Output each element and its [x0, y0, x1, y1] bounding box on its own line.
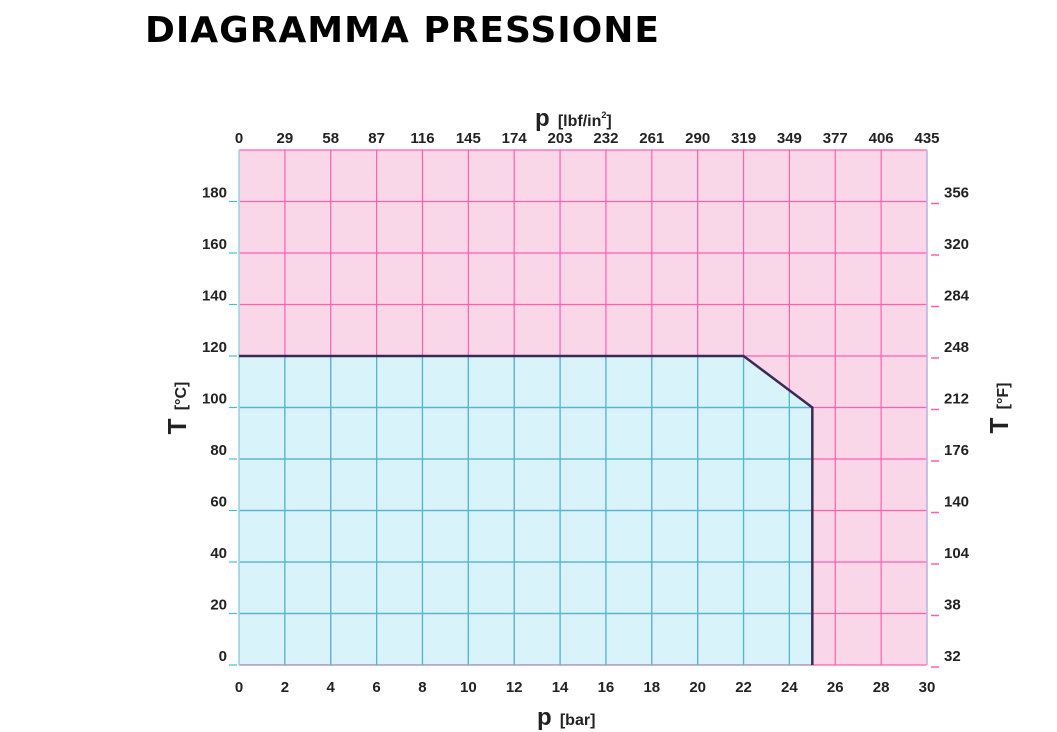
x-bottom-tick-label: 22	[735, 679, 752, 696]
y-left-tick-label: 120	[202, 339, 227, 356]
x-top-tick-label: 232	[593, 130, 618, 147]
y-right-tick-label: 104	[944, 545, 970, 562]
x-bottom-tick-label: 6	[372, 679, 380, 696]
x-bottom-tick-label: 16	[598, 679, 615, 696]
y-right-tick-label: 32	[944, 648, 961, 665]
y-right-tick-label: 140	[944, 494, 969, 511]
x-bottom-tick-label: 18	[643, 679, 660, 696]
y-right-tick-label: 212	[944, 391, 969, 408]
y-left-tick-label: 60	[210, 494, 227, 511]
x-bottom-tick-label: 10	[460, 679, 477, 696]
limit-boundary-line	[239, 354, 814, 665]
y-right-tick-label: 38	[944, 597, 961, 614]
y-right-tick-label: 356	[944, 185, 969, 202]
y-left-tick-label: 180	[202, 185, 227, 202]
x-bottom-tick-label: 8	[418, 679, 426, 696]
y-left-tick-label: 140	[202, 288, 227, 305]
y-right-tick-label: 284	[944, 288, 970, 305]
x-bottom-tick-label: 20	[689, 679, 706, 696]
x-bottom-tick-label: 12	[506, 679, 523, 696]
y-left-tick-label: 160	[202, 236, 227, 253]
x-top-tick-label: 377	[823, 130, 848, 147]
y-right-tick-label: 248	[944, 339, 969, 356]
x-bottom-tick-label: 0	[235, 679, 243, 696]
y-left-axis-label: T [°C]	[162, 382, 192, 435]
x-top-tick-label: 203	[548, 130, 573, 147]
x-top-tick-label: 349	[777, 130, 802, 147]
x-top-tick-label: 290	[685, 130, 710, 147]
x-top-tick-label: 174	[502, 130, 528, 147]
y-left-tick-label: 100	[202, 391, 227, 408]
x-top-tick-label: 145	[456, 130, 481, 147]
x-bottom-axis-label: p [bar]	[537, 704, 595, 731]
x-top-tick-label: 406	[869, 130, 894, 147]
x-top-tick-label: 29	[277, 130, 294, 147]
allowed-grid	[239, 356, 813, 665]
x-bottom-tick-label: 4	[327, 679, 336, 696]
x-top-tick-label: 87	[368, 130, 385, 147]
x-top-tick-label: 319	[731, 130, 756, 147]
x-bottom-tick-label: 14	[552, 679, 569, 696]
chart-title: DIAGRAMMA PRESSIONE	[145, 10, 660, 51]
x-top-tick-label: 0	[235, 130, 243, 147]
y-left-tick-label: 80	[210, 442, 227, 459]
x-top-tick-label: 435	[914, 130, 939, 147]
y-left-tick-label: 0	[219, 648, 227, 665]
x-bottom-tick-label: 2	[281, 679, 289, 696]
x-bottom-tick-label: 26	[827, 679, 844, 696]
x-bottom-tick-label: 28	[873, 679, 890, 696]
x-top-axis-label: p [lbf/in2]	[535, 105, 612, 132]
x-top-tick-label: 58	[322, 130, 339, 147]
x-top-tick-label: 261	[639, 130, 664, 147]
y-left-tick-label: 20	[210, 597, 227, 614]
x-bottom-tick-label: 30	[919, 679, 936, 696]
y-right-tick-label: 176	[944, 442, 969, 459]
y-right-tick-label: 320	[944, 236, 969, 253]
x-top-tick-label: 116	[410, 130, 434, 147]
y-left-tick-label: 40	[210, 545, 227, 562]
y-right-axis-label: T [°F]	[984, 383, 1014, 434]
x-bottom-tick-label: 24	[781, 679, 798, 696]
